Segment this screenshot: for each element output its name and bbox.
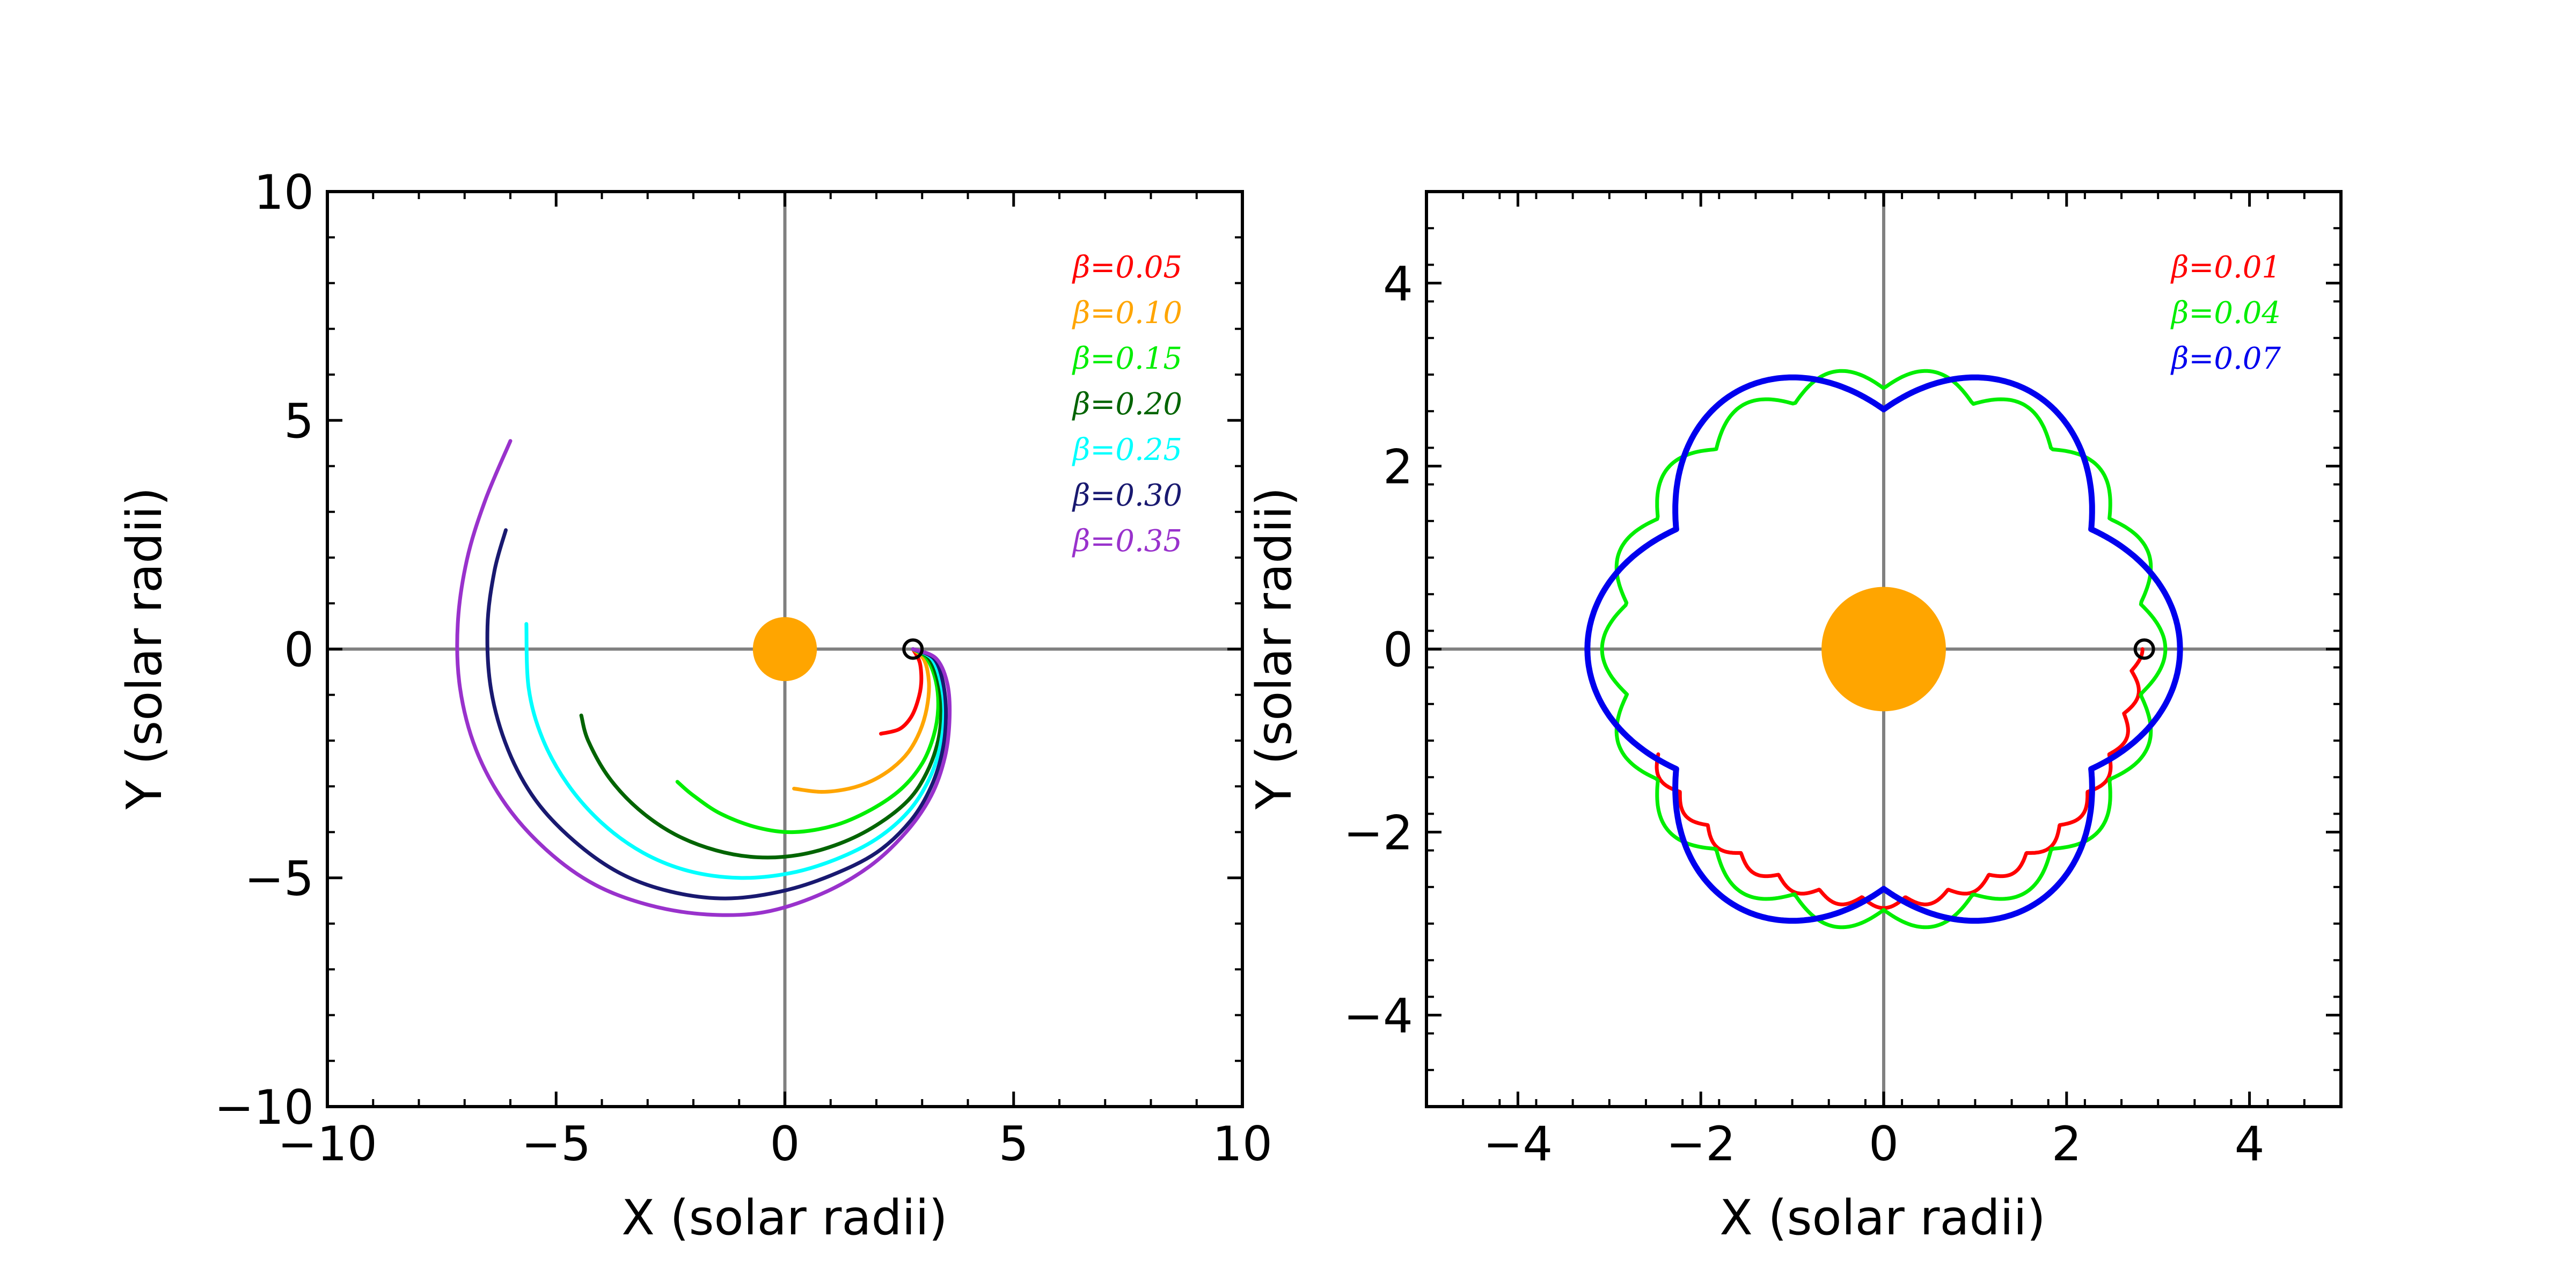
right-x-axis-label: X (solar radii): [1719, 1190, 2046, 1246]
left-legend-entry-2: β=0.10: [1072, 296, 1182, 331]
left-legend-entry-3: β=0.15: [1072, 341, 1182, 376]
left-clipped-region: [327, 192, 1242, 1107]
right-ticks: −4 −2 0 2 4 −4 −2 0 2 4: [1343, 190, 2343, 1172]
right-y-tick-label: 0: [1383, 623, 1413, 678]
right-y-tick-label: 4: [1383, 257, 1413, 312]
left-x-tick-label: −5: [521, 1116, 591, 1172]
left-x-tick-label: −10: [277, 1116, 377, 1172]
left-series-line-1: [879, 647, 924, 736]
left-y-tick-label: −5: [244, 851, 314, 906]
left-x-tick-label: 5: [999, 1116, 1029, 1172]
right-series-line-2: [1600, 369, 2168, 930]
right-x-tick-label: −2: [1666, 1116, 1736, 1172]
right-legend: β=0.01 β=0.04 β=0.07: [2170, 250, 2281, 376]
left-y-tick-label: −10: [214, 1080, 314, 1135]
right-x-tick-label: 4: [2235, 1116, 2265, 1172]
left-series-line-4: [579, 647, 943, 860]
left-series-line-3: [675, 647, 940, 835]
left-legend-entry-7: β=0.35: [1072, 524, 1182, 559]
right-panel: β=0.01 β=0.04 β=0.07 −4 −2 0 2 4 −4 −2 0 2 4 X (sol…: [1246, 190, 2343, 1246]
right-sun-disk: [1821, 587, 1946, 712]
left-legend-entry-1: β=0.05: [1072, 250, 1182, 285]
right-legend-entry-2: β=0.04: [2170, 296, 2281, 331]
left-legend-entry-6: β=0.30: [1072, 478, 1182, 513]
right-y-tick-label: −2: [1343, 806, 1413, 861]
right-clipped-region: [1426, 192, 2341, 1107]
left-x-axis-label: X (solar radii): [621, 1190, 948, 1246]
right-legend-entry-3: β=0.07: [2170, 341, 2281, 376]
left-start-marker: [902, 638, 924, 660]
left-sun-disk: [752, 617, 817, 682]
left-y-tick-label: 5: [284, 393, 314, 449]
left-x-tick-label: 10: [1212, 1116, 1272, 1172]
left-plot-area: [327, 192, 1242, 1107]
right-x-tick-label: 0: [1869, 1116, 1899, 1172]
left-y-tick-label: 10: [254, 165, 314, 220]
left-legend: β=0.05 β=0.10 β=0.15 β=0.20 β=0.25 β=0.30 β=0.…: [1072, 250, 1182, 559]
left-legend-entry-4: β=0.20: [1072, 387, 1182, 422]
left-panel: β=0.05 β=0.10 β=0.15 β=0.20 β=0.25 β=0.30 β=0.…: [116, 165, 1272, 1246]
left-y-axis-label: Y (solar radii): [116, 487, 173, 810]
left-y-tick-label: 0: [284, 623, 314, 678]
right-x-tick-label: −4: [1483, 1116, 1553, 1172]
left-series-line-2: [792, 647, 931, 794]
left-series-line-6: [485, 528, 948, 901]
right-y-tick-label: −4: [1343, 989, 1413, 1044]
left-x-tick-label: 0: [770, 1116, 800, 1172]
left-series-line-7: [455, 439, 952, 917]
right-series-line-3: [1584, 374, 2183, 924]
left-series-line-5: [524, 622, 946, 880]
right-x-tick-label: 2: [2052, 1116, 2082, 1172]
left-legend-entry-5: β=0.25: [1072, 433, 1182, 467]
left-ticks: −10 −5 0 5 10 −10 −5 0 5 10: [214, 165, 1272, 1172]
right-start-marker: [2133, 638, 2155, 660]
right-y-tick-label: 2: [1383, 440, 1413, 495]
right-y-axis-label: Y (solar radii): [1246, 487, 1302, 810]
right-legend-entry-1: β=0.01: [2170, 250, 2281, 285]
right-plot-area: [1426, 192, 2341, 1107]
